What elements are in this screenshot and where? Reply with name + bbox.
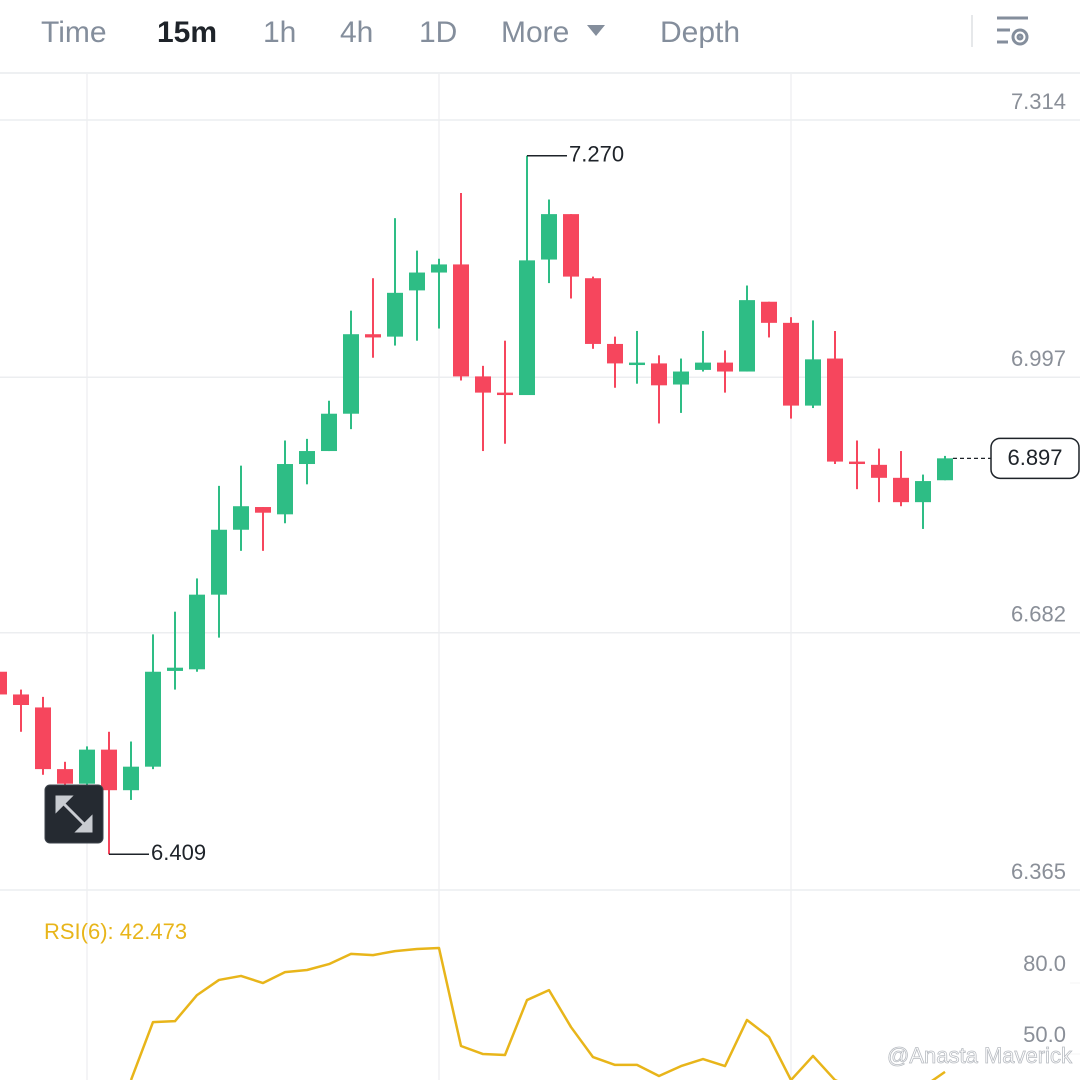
grid-vertical	[86, 74, 792, 1080]
candle-body	[409, 272, 425, 291]
tab[interactable]: 1D	[419, 16, 457, 49]
candle-body	[255, 507, 271, 513]
tab[interactable]: 4h	[340, 16, 373, 49]
indicator-title: RSI(6): 42.473	[44, 919, 187, 944]
candle-body	[277, 464, 293, 515]
candle-body	[937, 458, 953, 481]
y-tick-label: 6.997	[1011, 346, 1066, 371]
candle-body	[13, 694, 29, 706]
candle-body	[915, 481, 931, 503]
candle-body	[695, 362, 711, 370]
y-tick-label: 7.314	[1011, 89, 1066, 114]
candle-body	[145, 671, 161, 767]
candle-body	[541, 214, 557, 260]
tab[interactable]: Depth	[660, 16, 740, 49]
y-tick-label: 80.0	[1023, 951, 1066, 976]
candle-body	[57, 769, 73, 784]
candle-body	[607, 343, 623, 364]
candle-body	[563, 214, 579, 277]
candle-body	[761, 301, 777, 323]
candle-body	[651, 363, 667, 386]
candle-body	[321, 413, 337, 452]
candle-body	[805, 359, 821, 406]
candle-body	[673, 371, 689, 385]
low-label: 6.409	[151, 840, 206, 865]
candle-body	[0, 671, 7, 695]
candle-body	[519, 260, 535, 396]
candle-body	[167, 667, 183, 671]
fullscreen-button[interactable]	[44, 784, 104, 844]
last-price-label: 6.897	[1007, 445, 1062, 470]
candle-body	[871, 464, 887, 478]
candle-body	[343, 334, 359, 414]
candle-body	[893, 477, 909, 503]
rsi-line	[129, 946, 946, 1080]
candle-body	[35, 707, 51, 770]
candle-body	[233, 506, 249, 530]
candle-body	[475, 376, 491, 393]
candle-body	[717, 362, 733, 372]
candle-body	[497, 392, 513, 396]
more-caret	[587, 25, 605, 36]
candle-body	[739, 300, 755, 372]
y-tick-label: 6.682	[1011, 602, 1066, 627]
candle-body	[453, 264, 469, 377]
candle-body	[827, 358, 843, 462]
candle-body	[629, 362, 645, 366]
tab[interactable]: More	[501, 16, 569, 49]
candle-body	[431, 264, 447, 273]
candle-body	[849, 461, 865, 465]
candle-body	[101, 749, 117, 791]
settings-icon[interactable]	[997, 16, 1029, 46]
watermark: @Anasta Maverick	[887, 1043, 1073, 1068]
candle-body	[585, 278, 601, 344]
candle-body	[783, 322, 799, 406]
candle-body	[387, 292, 403, 337]
candle-body	[211, 529, 227, 595]
tab[interactable]: Time	[41, 16, 107, 49]
candle-body	[189, 594, 205, 670]
last-price-box	[990, 437, 1080, 480]
plot: 6.365 6.682 6.997 7.314 7.270 6.409 6.897 RSI(6…	[0, 89, 1080, 1080]
candle-body	[79, 749, 95, 784]
y-tick-label: 50.0	[1023, 1022, 1066, 1047]
candle-body	[365, 334, 381, 338]
candle-body	[123, 766, 139, 791]
tab[interactable]: 15m	[157, 16, 217, 49]
candle-body	[299, 451, 315, 465]
tab[interactable]: 1h	[263, 16, 296, 49]
y-tick-label: 6.365	[1011, 859, 1066, 884]
high-label: 7.270	[569, 142, 624, 167]
